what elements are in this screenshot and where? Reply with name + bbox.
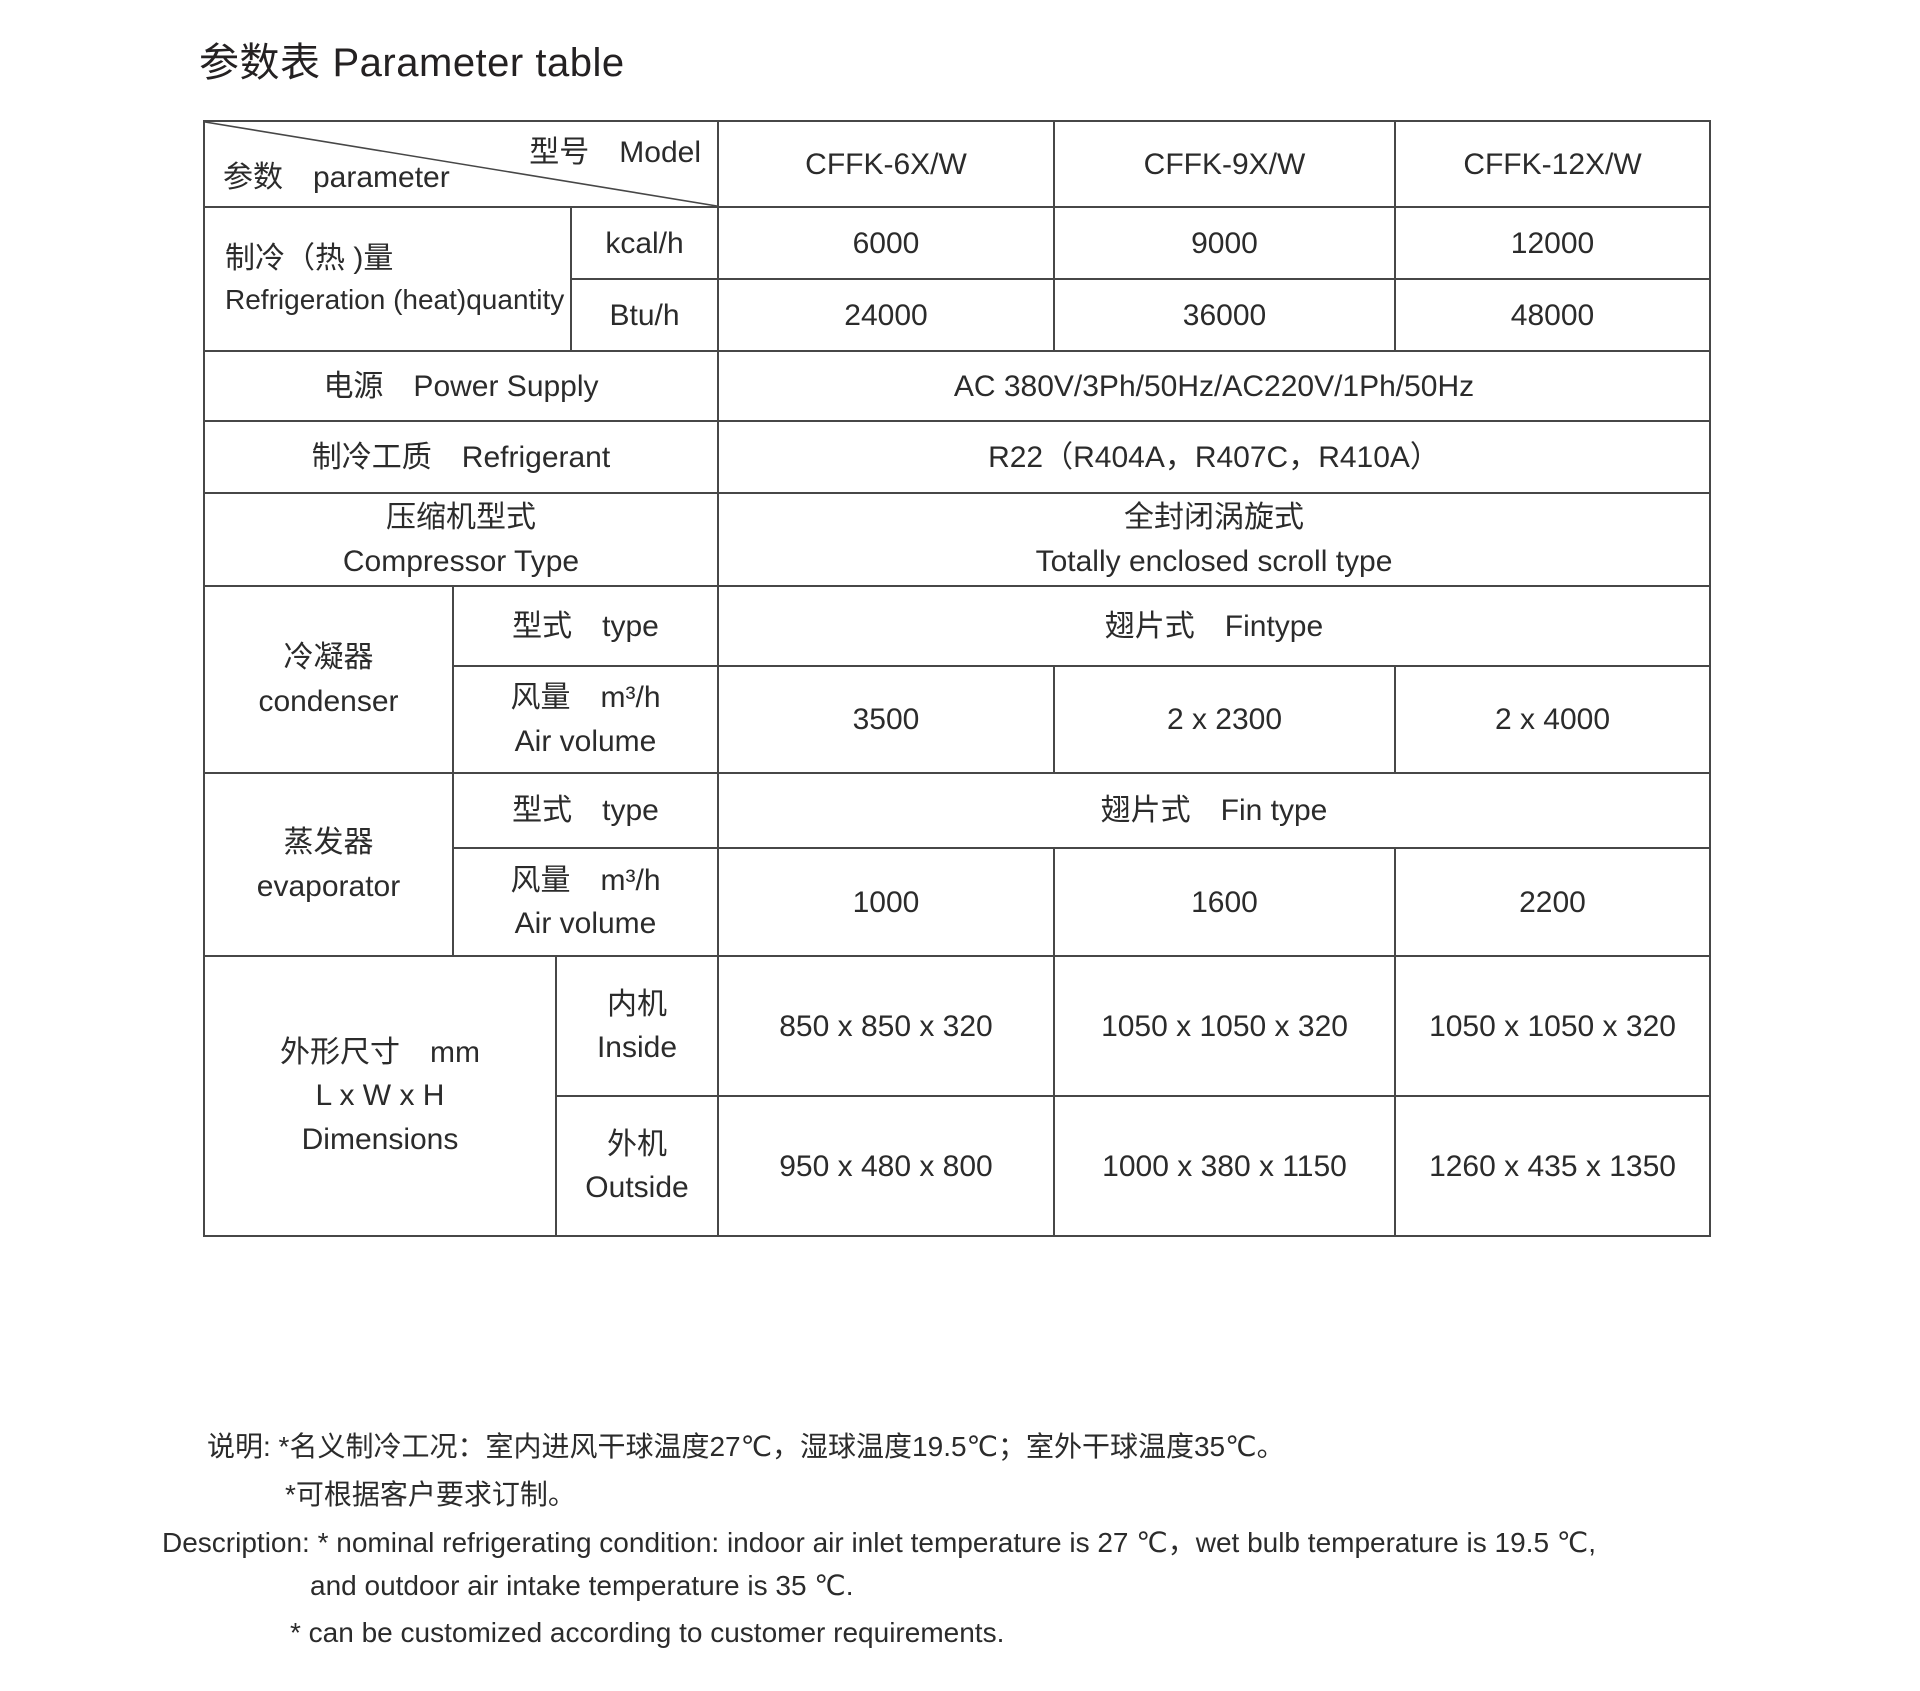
kcal-value-9x: 9000 [1053, 206, 1396, 280]
outside-dim-6x: 950 x 480 x 800 [717, 1095, 1055, 1237]
header-row: 型号 Model 参数 parameter CFFK-6X/W CFFK-9X/… [203, 120, 1711, 208]
compressor-label-en: Compressor Type [342, 544, 580, 578]
dimensions-inside-row: 外形尺寸 mm L x W x H Dimensions 内机 Inside 8… [203, 955, 1711, 1237]
evaporator-air-row: 风量 m³/h Air volume 1000 1600 2200 [204, 847, 1711, 957]
note-en-line3: * can be customized according to custome… [290, 1617, 1005, 1648]
corner-param-label: 参数 parameter [223, 161, 450, 194]
refrigerant-row: 制冷工质 Refrigerant R22（R404A，R407C，R410A） [203, 420, 1711, 494]
condenser-air-label-cell: 风量 m³/h Air volume [452, 665, 719, 774]
dimensions-label-line2: L x W x H [315, 1079, 445, 1113]
outside-label-en: Outside [585, 1171, 689, 1204]
condenser-label-en: condenser [258, 684, 399, 718]
refrigerant-value: R22（R404A，R407C，R410A） [717, 420, 1711, 494]
condenser-air-label-en: Air volume [514, 724, 657, 758]
dimensions-label-line1: 外形尺寸 mm [280, 1035, 480, 1069]
kcal-unit: kcal/h [570, 206, 719, 280]
dimensions-outside-row: 外机 Outside 950 x 480 x 800 1000 x 380 x … [204, 1095, 1711, 1237]
outside-label-cell: 外机 Outside [555, 1095, 719, 1237]
btu-unit: Btu/h [570, 278, 719, 352]
evaporator-air-label-en: Air volume [514, 907, 657, 940]
kcal-value-12x: 12000 [1394, 206, 1711, 280]
btu-row: Btu/h 24000 36000 48000 [204, 278, 1711, 352]
evaporator-type-value: 翅片式 Fin type [717, 772, 1711, 849]
evaporator-air-9x: 1600 [1053, 847, 1396, 957]
outside-label-zh: 外机 [607, 1127, 667, 1161]
condenser-air-label-zh: 风量 m³/h [510, 681, 661, 714]
condenser-label-cell: 冷凝器 condenser [203, 585, 454, 774]
evaporator-air-label-cell: 风量 m³/h Air volume [452, 847, 719, 957]
compressor-value-zh: 全封闭涡旋式 [1124, 501, 1304, 534]
btu-value-9x: 36000 [1053, 278, 1396, 352]
refrigerant-label: 制冷工质 Refrigerant [203, 420, 719, 494]
condenser-air-row: 风量 m³/h Air volume 3500 2 x 2300 2 x 400… [204, 665, 1711, 774]
corner-model-label: 型号 Model [529, 136, 701, 169]
condenser-type-value: 翅片式 Fintype [717, 585, 1711, 667]
btu-value-6x: 24000 [717, 278, 1055, 352]
evaporator-label-cell: 蒸发器 evaporator [203, 772, 454, 957]
parameter-table: 型号 Model 参数 parameter CFFK-6X/W CFFK-9X/… [203, 120, 1711, 1237]
inside-dim-6x: 850 x 850 x 320 [717, 955, 1055, 1097]
kcal-row: 制冷（热 )量 Refrigeration (heat)quantity kca… [203, 206, 1711, 352]
inside-label-cell: 内机 Inside [555, 955, 719, 1097]
note-zh-line2: *可根据客户要求订制。 [285, 1479, 576, 1510]
kcal-value-6x: 6000 [717, 206, 1055, 280]
diagonal-line [205, 122, 717, 206]
note-en-line1: Description: * nominal refrigerating con… [162, 1527, 1597, 1558]
inside-dim-12x: 1050 x 1050 x 320 [1394, 955, 1711, 1097]
power-supply-row: 电源 Power Supply AC 380V/3Ph/50Hz/AC220V/… [203, 350, 1711, 422]
compressor-label-cell: 压缩机型式 Compressor Type [203, 492, 719, 587]
refrigeration-label-en: Refrigeration (heat)quantity [225, 284, 565, 316]
outside-dim-9x: 1000 x 380 x 1150 [1053, 1095, 1396, 1237]
page-title-zh: 参数表 [199, 41, 321, 85]
condenser-label-zh: 冷凝器 [283, 641, 374, 674]
inside-label-zh: 内机 [607, 987, 667, 1021]
evaporator-label-en: evaporator [256, 869, 401, 903]
condenser-air-6x: 3500 [717, 665, 1055, 774]
power-supply-label: 电源 Power Supply [203, 350, 719, 422]
evaporator-air-6x: 1000 [717, 847, 1055, 957]
model-header-2: CFFK-9X/W [1053, 120, 1396, 208]
compressor-row: 压缩机型式 Compressor Type 全封闭涡旋式 Totally enc… [203, 492, 1711, 587]
evaporator-label-zh: 蒸发器 [283, 826, 374, 859]
page-title: 参数表 Parameter table [199, 30, 625, 88]
corner-cell: 型号 Model 参数 parameter [203, 120, 719, 208]
note-zh-line1: 说明: *名义制冷工况：室内进风干球温度27℃，湿球温度19.5℃；室外干球温度… [207, 1431, 1285, 1462]
condenser-type-row: 冷凝器 condenser 型式 type 翅片式 Fintype [203, 585, 1711, 774]
evaporator-air-12x: 2200 [1394, 847, 1711, 957]
condenser-air-12x: 2 x 4000 [1394, 665, 1711, 774]
inside-dim-9x: 1050 x 1050 x 320 [1053, 955, 1396, 1097]
page-title-en: Parameter table [332, 41, 625, 85]
evaporator-type-label: 型式 type [452, 772, 719, 849]
dimensions-label-line3: Dimensions [301, 1122, 459, 1156]
inside-label-en: Inside [596, 1031, 678, 1064]
btu-value-12x: 48000 [1394, 278, 1711, 352]
model-header-3: CFFK-12X/W [1394, 120, 1711, 208]
evaporator-type-row: 蒸发器 evaporator 型式 type 翅片式 Fin type [203, 772, 1711, 957]
condenser-type-label: 型式 type [452, 585, 719, 667]
power-supply-value: AC 380V/3Ph/50Hz/AC220V/1Ph/50Hz [717, 350, 1711, 422]
compressor-value-en: Totally enclosed scroll type [1035, 544, 1393, 578]
outside-dim-12x: 1260 x 435 x 1350 [1394, 1095, 1711, 1237]
compressor-value-cell: 全封闭涡旋式 Totally enclosed scroll type [717, 492, 1711, 587]
compressor-label-zh: 压缩机型式 [386, 501, 536, 534]
model-header-1: CFFK-6X/W [717, 120, 1055, 208]
refrigeration-label-zh: 制冷（热 )量 [225, 241, 394, 275]
evaporator-air-label-zh: 风量 m³/h [510, 863, 661, 897]
condenser-air-9x: 2 x 2300 [1053, 665, 1396, 774]
dimensions-label-cell: 外形尺寸 mm L x W x H Dimensions [203, 955, 557, 1237]
refrigeration-label-cell: 制冷（热 )量 Refrigeration (heat)quantity [203, 206, 572, 352]
note-en-line2: and outdoor air intake temperature is 35… [310, 1570, 854, 1601]
